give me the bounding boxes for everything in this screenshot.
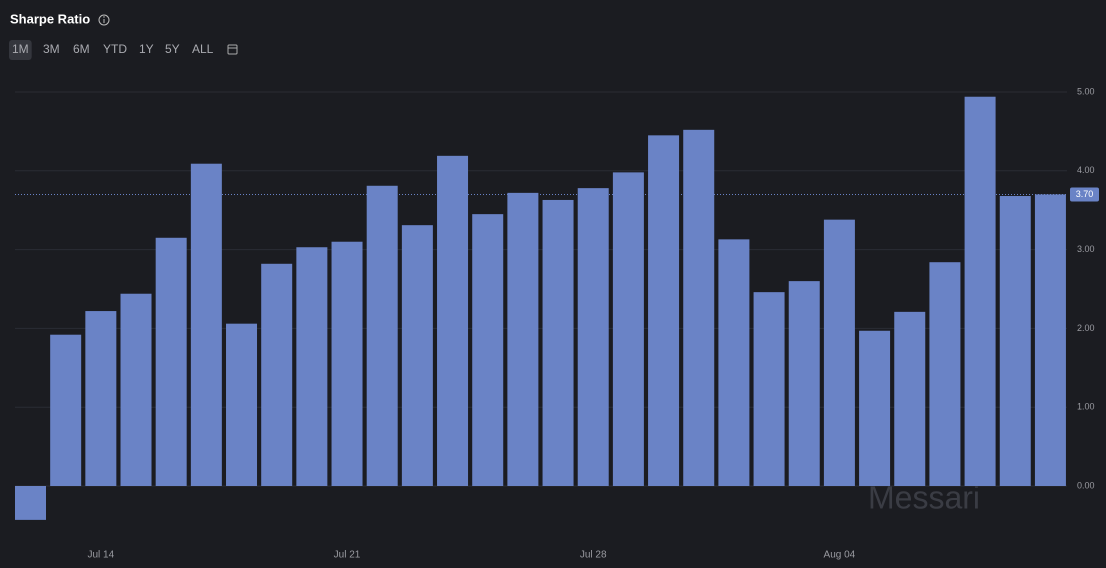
bar bbox=[261, 263, 293, 486]
bar bbox=[190, 163, 222, 486]
bar bbox=[507, 192, 539, 486]
bar bbox=[683, 129, 715, 486]
bar bbox=[612, 172, 644, 486]
bar bbox=[859, 330, 891, 486]
bar bbox=[50, 334, 82, 486]
bar bbox=[226, 323, 258, 486]
info-icon[interactable] bbox=[98, 14, 110, 26]
bar bbox=[1034, 194, 1066, 486]
range-tab[interactable]: ALL bbox=[192, 42, 214, 56]
bar bbox=[155, 237, 187, 486]
current-value-badge bbox=[1070, 187, 1099, 202]
current-value-label: 3.70 bbox=[1076, 189, 1094, 199]
x-tick-label: Jul 28 bbox=[580, 550, 607, 561]
bar bbox=[929, 262, 961, 486]
title: Sharpe Ratio bbox=[10, 11, 90, 26]
bar bbox=[648, 135, 680, 486]
calendar-icon[interactable] bbox=[227, 44, 238, 55]
bar bbox=[718, 239, 750, 486]
bar bbox=[964, 96, 996, 486]
range-tab[interactable]: 5Y bbox=[165, 42, 180, 56]
bar bbox=[542, 199, 574, 486]
y-tick-label: 1.00 bbox=[1077, 402, 1095, 412]
y-tick-label: 3.00 bbox=[1077, 244, 1095, 254]
bar bbox=[894, 311, 926, 486]
bar bbox=[296, 247, 328, 486]
x-tick-label: Jul 14 bbox=[87, 550, 114, 561]
x-tick-label: Jul 21 bbox=[334, 550, 361, 561]
bar bbox=[999, 196, 1031, 487]
range-tab[interactable]: YTD bbox=[103, 42, 127, 56]
bar bbox=[823, 219, 855, 486]
active-tab-bg bbox=[9, 40, 32, 60]
bar bbox=[15, 486, 46, 520]
range-tab[interactable]: 1Y bbox=[139, 42, 154, 56]
range-tab[interactable]: 1M bbox=[12, 42, 29, 56]
bar bbox=[120, 293, 152, 486]
y-tick-label: 5.00 bbox=[1077, 86, 1095, 96]
y-tick-label: 4.00 bbox=[1077, 165, 1095, 175]
bar bbox=[331, 241, 363, 486]
y-tick-label: 0.00 bbox=[1077, 480, 1095, 490]
bar bbox=[753, 292, 785, 486]
bar bbox=[437, 155, 469, 486]
bar bbox=[366, 185, 398, 486]
bar bbox=[788, 281, 820, 486]
bar bbox=[472, 214, 504, 486]
y-tick-label: 2.00 bbox=[1077, 323, 1095, 333]
bar bbox=[85, 311, 117, 486]
bar bbox=[401, 225, 433, 486]
range-tab[interactable]: 3M bbox=[43, 42, 60, 56]
x-tick-label: Aug 04 bbox=[824, 550, 856, 561]
bar bbox=[577, 188, 609, 487]
range-tab[interactable]: 6M bbox=[73, 42, 90, 56]
